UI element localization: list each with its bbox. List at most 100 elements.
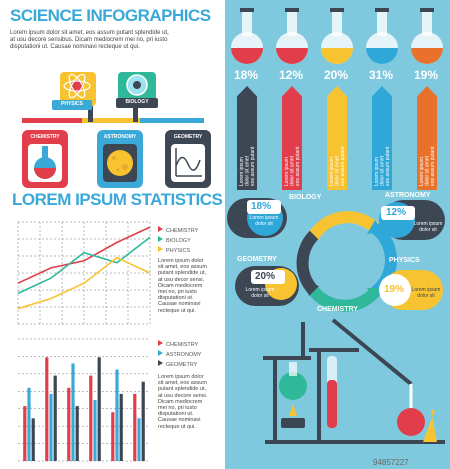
flask-liquid bbox=[366, 48, 398, 64]
flask-liquid bbox=[231, 48, 263, 64]
arrow-up-icon: Lorem ipsum dolor sit amet eos assum put… bbox=[237, 86, 257, 190]
arrow-text: Lorem ipsum dolor sit amet eos assum put… bbox=[419, 146, 436, 186]
cycle-ring bbox=[296, 211, 397, 312]
bubble-astronomy-text: Lorem ipsum dolor sit bbox=[413, 221, 443, 233]
legend-item-astronomy: ASTRONOMY bbox=[158, 350, 201, 358]
flask-neck bbox=[422, 10, 432, 36]
bubble-astronomy bbox=[379, 200, 445, 240]
bubble-geometry bbox=[235, 266, 299, 306]
bubble-astronomy-pct: 12% bbox=[386, 207, 407, 218]
label-geometry: GEOMETRY bbox=[237, 256, 277, 263]
bar-astronomy bbox=[137, 418, 141, 461]
flask-rim bbox=[285, 8, 299, 12]
flask-liquid bbox=[411, 48, 443, 64]
bubble-biology-pct: 18% bbox=[251, 201, 272, 212]
series-line-chemistry bbox=[17, 226, 151, 284]
arrow-text: Lorem ipsum dolor sit amet eos assum put… bbox=[284, 146, 301, 186]
bar-astronomy bbox=[71, 363, 75, 461]
microscope-cell-icon bbox=[116, 72, 158, 108]
label-physics: PHYSICS bbox=[389, 257, 420, 264]
flask-rim bbox=[375, 8, 389, 12]
bar-geometry bbox=[97, 357, 101, 461]
flask-neck bbox=[242, 10, 252, 36]
right-panel: 18% 12% 20% 31% 19% Lorem ipsum dolor sit am… bbox=[225, 0, 450, 469]
connector-bar-red bbox=[22, 118, 82, 123]
bar-chart bbox=[18, 338, 150, 462]
bar-chemistry bbox=[111, 412, 115, 461]
chemistry-flask-icon bbox=[22, 130, 68, 188]
arrow-up-icon: Lorem ipsum dolor sit amet eos assum put… bbox=[327, 86, 347, 190]
flask-neck bbox=[332, 10, 342, 36]
bubble-geometry-text: Lorem ipsum dolor sit bbox=[245, 287, 275, 299]
series-line-biology bbox=[17, 236, 151, 295]
cycle-arrow-icon bbox=[367, 288, 381, 300]
series-line-physics bbox=[17, 256, 151, 310]
flask-rim bbox=[240, 8, 254, 12]
legend-marker-icon bbox=[158, 360, 163, 366]
legend-item-biology: BIOLOGY bbox=[158, 236, 198, 244]
bubble-geometry-pct: 20% bbox=[255, 271, 276, 282]
right-graphics bbox=[227, 8, 445, 444]
arrow-text: Lorem ipsum dolor sit amet eos assum put… bbox=[239, 146, 256, 186]
watermark-id: 94857227 bbox=[373, 458, 409, 467]
flask-rim bbox=[330, 8, 344, 12]
bar-chart-paragraph: Lorem ipsum dolor sit amet, eos assum pu… bbox=[158, 374, 208, 430]
arrow-up-icon: Lorem ipsum dolor sit amet eos assum put… bbox=[282, 86, 302, 190]
flask-liquid bbox=[276, 48, 308, 64]
bar-geometry bbox=[31, 418, 35, 461]
arrow-text: Lorem ipsum dolor sit amet eos assum put… bbox=[374, 146, 391, 186]
bar-chemistry bbox=[89, 375, 93, 461]
flask-liquid bbox=[321, 48, 353, 64]
legend-marker-icon bbox=[158, 340, 163, 346]
tag-geometry: GEOMETRY bbox=[173, 134, 203, 140]
label-biology: BIOLOGY bbox=[289, 194, 322, 201]
bar-astronomy bbox=[93, 400, 97, 461]
bar-astronomy bbox=[115, 369, 119, 461]
bar-chemistry bbox=[67, 387, 71, 461]
cycle-arrow-icon bbox=[309, 226, 323, 240]
arrow-text: Lorem ipsum dolor sit amet eos assum put… bbox=[329, 146, 346, 186]
legend-item-chemistry: CHEMISTRY bbox=[158, 340, 201, 348]
line-chart bbox=[17, 221, 151, 325]
bubble-physics-pct: 19% bbox=[384, 284, 405, 295]
bubble-biology-text: Lorem ipsum dolor sit bbox=[249, 215, 279, 227]
legend-marker-icon bbox=[158, 226, 163, 232]
science-icons-diagram bbox=[22, 72, 211, 188]
connector-stem-2 bbox=[133, 106, 138, 122]
flask-neck bbox=[377, 10, 387, 36]
tag-astronomy: ASTRONOMY bbox=[103, 134, 137, 140]
legend-marker-icon bbox=[158, 236, 163, 242]
tag-biology: BIOLOGY bbox=[125, 99, 149, 105]
intro-paragraph: Lorem ipsum dolor sit amet, eos assum pu… bbox=[10, 30, 169, 50]
bar-chemistry bbox=[23, 406, 27, 461]
bar-chemistry bbox=[45, 357, 49, 461]
bubble-physics bbox=[379, 270, 443, 310]
left-panel: SCIENCE INFOGRAPHICS Lorem ipsum dolor s… bbox=[10, 6, 223, 462]
line-chart-legend: CHEMISTRY BIOLOGY PHYSICS bbox=[158, 226, 198, 256]
tag-physics: PHYSICS bbox=[61, 101, 83, 107]
flask-percentage: 12% bbox=[279, 68, 304, 82]
flask-percentage: 18% bbox=[234, 68, 259, 82]
bar-chart-legend: CHEMISTRY ASTRONOMY GEOMETRY bbox=[158, 340, 201, 370]
cycle-arrow-icon bbox=[367, 220, 383, 234]
connector-stem-1 bbox=[88, 106, 93, 122]
bar-geometry bbox=[75, 406, 79, 461]
sine-graph-icon bbox=[165, 130, 211, 188]
flask-percentage: 31% bbox=[369, 68, 394, 82]
flask-percentage: 19% bbox=[414, 68, 439, 82]
bubble-biology bbox=[227, 198, 287, 238]
legend-item-chemistry: CHEMISTRY bbox=[158, 226, 198, 234]
cycle-arrow-icon bbox=[305, 282, 319, 296]
flask-neck bbox=[287, 10, 297, 36]
tag-chemistry: CHEMISTRY bbox=[30, 134, 60, 140]
label-chemistry: CHEMISTRY bbox=[317, 306, 358, 313]
connector-bar bbox=[22, 118, 204, 123]
legend-marker-icon bbox=[158, 246, 163, 252]
arrow-up-icon: Lorem ipsum dolor sit amet eos assum put… bbox=[372, 86, 392, 190]
title-science-infographics: SCIENCE INFOGRAPHICS bbox=[10, 6, 211, 25]
label-astronomy: ASTRONOMY bbox=[385, 192, 431, 199]
flask-percentage: 20% bbox=[324, 68, 349, 82]
legend-item-physics: PHYSICS bbox=[158, 246, 198, 254]
planet-icon bbox=[97, 130, 143, 188]
legend-item-geometry: GEOMETRY bbox=[158, 360, 201, 368]
